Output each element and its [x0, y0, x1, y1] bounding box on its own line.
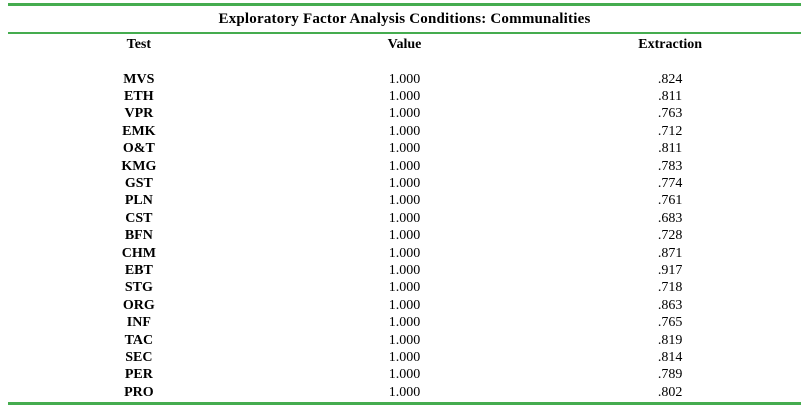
cell-value: 1.000 [388, 123, 421, 139]
table-row: O&T 1.000 .811 [8, 140, 801, 157]
cell-extraction: .683 [657, 210, 683, 226]
cell-test: EBT [124, 262, 153, 278]
cell-extraction: .811 [658, 88, 683, 104]
cell-extraction: .819 [657, 332, 683, 348]
table-row: STG 1.000 .718 [8, 279, 801, 296]
cell-extraction: .718 [657, 280, 683, 296]
cell-value: 1.000 [388, 193, 421, 209]
cell-test: GST [124, 175, 153, 191]
cell-value: 1.000 [388, 228, 421, 244]
cell-value: 1.000 [388, 71, 421, 87]
table-row: VPR 1.000 .763 [8, 105, 801, 122]
column-header-value: Value [387, 36, 422, 52]
cell-test: ORG [122, 297, 155, 313]
cell-extraction: .712 [657, 123, 683, 139]
cell-value: 1.000 [388, 350, 421, 365]
cell-test: CST [125, 210, 153, 226]
cell-extraction: .783 [657, 158, 683, 174]
table-row: ETH 1.000 .811 [8, 88, 801, 105]
cell-value: 1.000 [388, 106, 421, 122]
cell-value: 1.000 [388, 141, 421, 157]
header-row: Test Value Extraction [8, 34, 801, 55]
table-row: BFN 1.000 .728 [8, 227, 801, 244]
table-row: EBT 1.000 .917 [8, 262, 801, 279]
cell-test: PER [124, 367, 153, 383]
cell-extraction: .761 [657, 193, 683, 209]
cell-value: 1.000 [388, 210, 421, 226]
cell-value: 1.000 [388, 384, 421, 400]
cell-value: 1.000 [388, 280, 421, 296]
cell-value: 1.000 [388, 297, 421, 313]
table-row: INF 1.000 .765 [8, 314, 801, 331]
table-row: PER 1.000 .789 [8, 366, 801, 383]
cell-test: INF [126, 315, 151, 331]
table-row: PRO 1.000 .802 [8, 384, 801, 401]
cell-value: 1.000 [388, 262, 421, 278]
cell-extraction: .789 [657, 367, 683, 383]
cell-value: 1.000 [388, 332, 421, 348]
table-body: MVS 1.000 .824 ETH 1.000 .811 VPR 1.000 … [8, 71, 801, 402]
cell-test: BFN [124, 228, 153, 244]
cell-extraction: .765 [657, 315, 683, 331]
table-row: ORG 1.000 .863 [8, 297, 801, 314]
cell-extraction: .871 [657, 245, 683, 261]
cell-extraction: .802 [657, 384, 683, 400]
cell-extraction: .863 [657, 297, 683, 313]
table-title: Exploratory Factor Analysis Conditions: … [218, 10, 591, 27]
table-row: KMG 1.000 .783 [8, 158, 801, 175]
communalities-table: Test Value Extraction MVS 1.000 .824 ETH… [8, 34, 801, 402]
cell-value: 1.000 [388, 367, 421, 383]
cell-test: SEC [125, 350, 153, 365]
top-rule [8, 3, 801, 6]
cell-extraction: .824 [657, 71, 683, 87]
cell-test: VPR [124, 106, 154, 122]
cell-test: PLN [124, 193, 153, 209]
cell-extraction: .763 [657, 106, 683, 122]
cell-test: TAC [124, 332, 154, 348]
header-spacer-row [8, 55, 801, 71]
cell-test: EMK [122, 123, 156, 139]
cell-test: O&T [122, 141, 155, 157]
table-row: CHM 1.000 .871 [8, 245, 801, 262]
table-row: CST 1.000 .683 [8, 210, 801, 227]
table-row: TAC 1.000 .819 [8, 332, 801, 349]
cell-value: 1.000 [388, 315, 421, 331]
column-header-test: Test [126, 36, 152, 52]
cell-value: 1.000 [388, 175, 421, 191]
table-row: PLN 1.000 .761 [8, 192, 801, 209]
table-row: GST 1.000 .774 [8, 175, 801, 192]
cell-test: STG [124, 280, 153, 296]
title-underline-rule [8, 31, 801, 34]
cell-value: 1.000 [388, 88, 421, 104]
cell-test: ETH [124, 88, 154, 104]
table-row: MVS 1.000 .824 [8, 71, 801, 88]
cell-extraction: .774 [657, 175, 683, 191]
column-header-extraction: Extraction [638, 36, 703, 52]
cell-value: 1.000 [388, 158, 421, 174]
cell-value: 1.000 [388, 245, 421, 261]
cell-extraction: .728 [657, 228, 683, 244]
table-header: Test Value Extraction [8, 34, 801, 71]
cell-test: CHM [121, 245, 156, 261]
cell-extraction: .811 [658, 141, 683, 157]
cell-extraction: .814 [657, 350, 683, 365]
cell-test: PRO [124, 384, 154, 400]
cell-test: KMG [121, 158, 157, 174]
cell-extraction: .917 [657, 262, 683, 278]
cell-test: MVS [123, 71, 155, 87]
table-row: EMK 1.000 .712 [8, 123, 801, 140]
bottom-rule [8, 402, 801, 406]
table-row: SEC 1.000 .814 [8, 349, 801, 366]
